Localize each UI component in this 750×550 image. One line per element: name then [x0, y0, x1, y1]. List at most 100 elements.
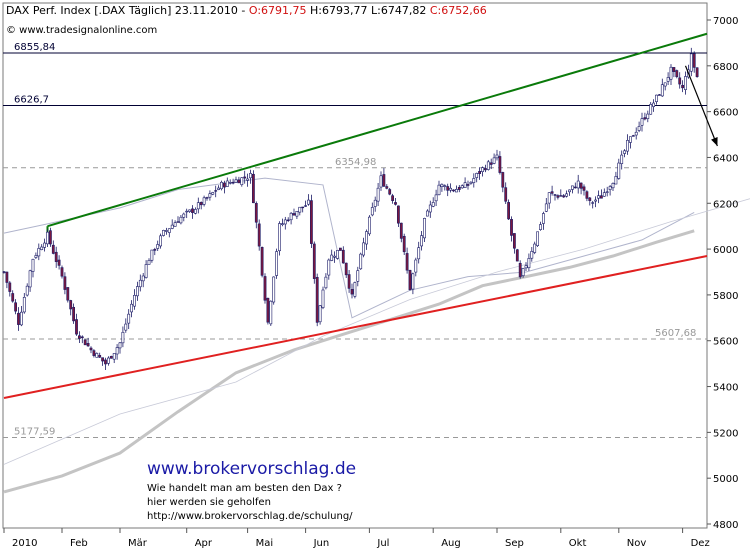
arrow-shaft [684, 65, 718, 147]
candle-body [234, 179, 238, 183]
promo-brand: www.brokervorschlag.de [147, 459, 356, 479]
candle-body [350, 289, 354, 295]
candle-body [240, 177, 244, 186]
candle-body [411, 273, 415, 290]
candle-body [556, 195, 560, 198]
candle-body [51, 244, 55, 254]
x-tick-label: Dez [691, 538, 710, 549]
candle-body [428, 204, 432, 213]
ma-fast-line [3, 177, 695, 319]
candle-body [263, 276, 267, 301]
candle-body [330, 254, 334, 261]
candle-body [652, 102, 656, 107]
candle-body [614, 176, 618, 185]
candle-body [536, 231, 540, 246]
candle-body [620, 154, 624, 164]
x-tick-label: Feb [70, 538, 88, 549]
candle-body [504, 187, 508, 202]
candle-body [220, 181, 223, 190]
chart-title: DAX Perf. Index [.DAX Täglich] 23.11.201… [6, 4, 487, 17]
candle-body [469, 181, 473, 184]
support-line [3, 254, 708, 399]
candle-body [626, 140, 629, 152]
candle-body [478, 171, 482, 174]
candle-body [457, 186, 461, 190]
candle-body [405, 253, 409, 271]
level-label: 6354,98 [335, 157, 376, 168]
candle-body [672, 67, 676, 72]
arrow-head [711, 137, 718, 146]
candle-body [425, 210, 429, 217]
candle-body [675, 70, 679, 78]
candle-body [144, 264, 148, 278]
candle-body [373, 199, 377, 207]
candle-body [582, 186, 586, 191]
candle-body [95, 353, 99, 358]
candle-body [388, 189, 392, 195]
candle-body [655, 94, 658, 102]
candle-body [156, 244, 160, 249]
candle-body [86, 343, 90, 347]
candle-body [312, 243, 316, 279]
candle-body [443, 185, 447, 187]
candle-body [217, 187, 221, 190]
y-tick-label: 6200 [713, 199, 738, 210]
candle-body [14, 302, 18, 312]
candle-body [437, 184, 441, 196]
candle-body [28, 270, 32, 288]
candle-body [78, 335, 81, 339]
candle-body [533, 243, 537, 253]
candle-body [605, 191, 609, 193]
candle-body [344, 262, 348, 276]
candle-body [266, 297, 270, 323]
candle-body [608, 186, 612, 190]
candle-body [414, 259, 418, 273]
candle-body [214, 190, 218, 192]
close-value: C:6752,66 [426, 4, 486, 17]
candle-body [553, 194, 557, 196]
candle-body [541, 213, 545, 224]
candle-body [370, 207, 374, 216]
candle-body [446, 186, 450, 191]
candle-body [176, 221, 180, 223]
x-tick-label: 2010 [12, 538, 37, 549]
candle-body [544, 203, 548, 212]
candle-body [194, 209, 197, 214]
candle-body [391, 195, 395, 201]
candle-body [515, 249, 519, 262]
level-lines [3, 52, 707, 438]
candle-body [252, 173, 255, 204]
candle-body [249, 173, 252, 179]
candle-body [594, 199, 598, 202]
candle-body [379, 175, 383, 188]
candle-body [338, 247, 342, 251]
candles [2, 47, 699, 370]
candle-body [347, 274, 351, 289]
level-label: 6626,7 [14, 95, 49, 106]
candle-body [153, 249, 157, 251]
candle-body [17, 312, 20, 325]
candle-body [634, 131, 638, 136]
candle-body [507, 202, 511, 220]
plot-area [2, 2, 708, 529]
ma-thin-line [3, 198, 750, 465]
candle-body [689, 53, 693, 72]
candle-body [385, 186, 389, 189]
candle-body [367, 216, 371, 235]
candle-body [54, 251, 58, 262]
candle-body [98, 354, 102, 358]
candle-body [481, 167, 484, 172]
candle-body [341, 249, 345, 264]
candle-body [92, 350, 96, 356]
candle-body [365, 231, 368, 245]
candle-body [243, 176, 247, 179]
candle-body [199, 201, 203, 206]
candle-body [40, 246, 44, 250]
x-tick-label: Mär [128, 538, 148, 549]
candle-body [486, 161, 490, 170]
candle-body [495, 154, 499, 159]
x-tick-label: Jul [376, 538, 389, 549]
candle-body [498, 156, 502, 173]
candle-body [75, 319, 78, 335]
candle-body [692, 53, 696, 68]
